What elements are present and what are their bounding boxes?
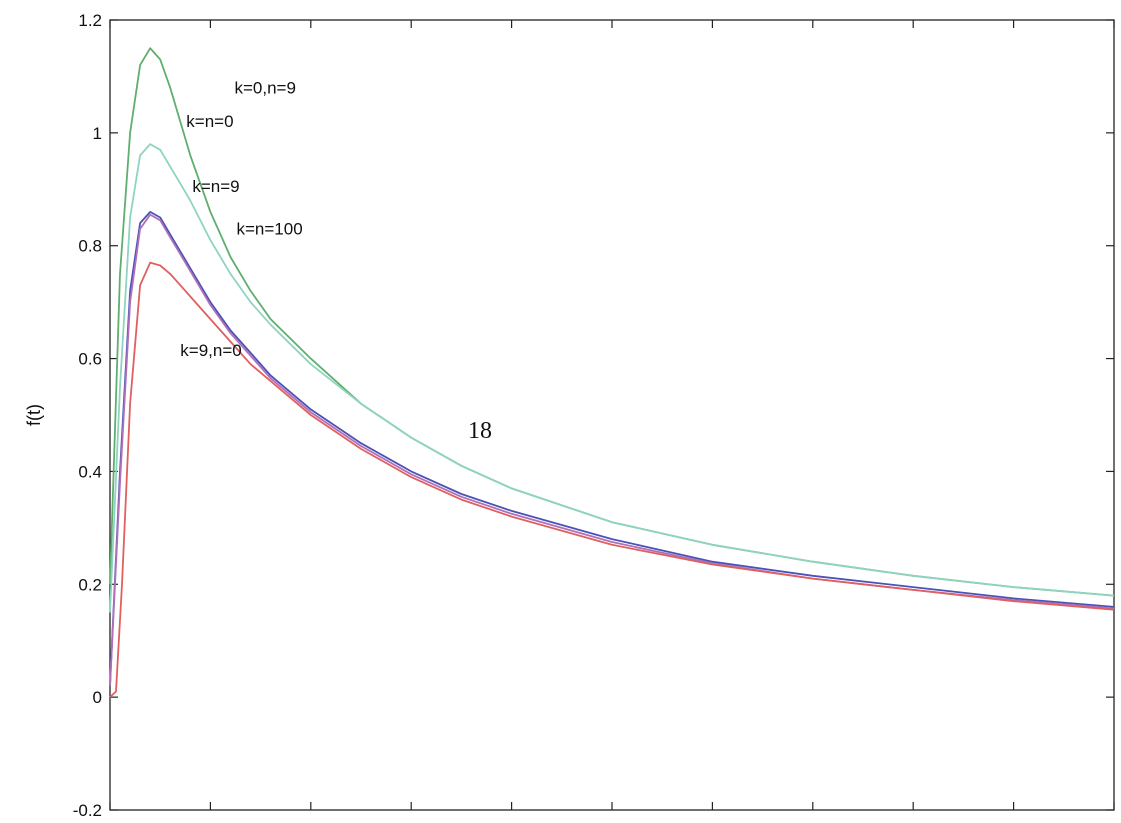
axis-ticks [109, 19, 1115, 811]
series-annotations: k=0,n=9k=n=0 k=n=9 k=n=100 k=9,n=0 [180, 78, 302, 359]
y-axis-label: f(t) [24, 404, 44, 426]
y-tick-label: 1 [93, 124, 102, 143]
y-tick-label: 0.8 [78, 237, 102, 256]
annotation-label: k=n=9 [192, 177, 239, 196]
series-lines [109, 47, 1115, 698]
y-tick-label: 0.6 [78, 350, 102, 369]
series-line-k-9-n-0 [109, 261, 1115, 698]
series-line-k-n-9 [109, 211, 1115, 686]
annotation-label: k=n=100 [237, 219, 303, 238]
series-line-k-n-100 [109, 213, 1115, 686]
y-tick-label: 0.4 [78, 462, 102, 481]
y-tick-labels: -0.2 0 0.2 0.4 0.6 0.8 1 1.2 [73, 11, 102, 820]
annotation-label: k=n=0 [186, 112, 233, 131]
page-number: 18 [468, 418, 492, 444]
y-tick-label: 0.2 [78, 575, 102, 594]
y-tick-label: 0 [93, 688, 102, 707]
y-tick-label: -0.2 [73, 801, 102, 820]
y-tick-label: 1.2 [78, 11, 102, 30]
annotation-label: k=9,n=0 [180, 341, 241, 360]
annotation-label: k=0,n=9 [234, 78, 295, 97]
series-line-k-n-0 [109, 143, 1115, 613]
plot-frame [109, 19, 1115, 811]
